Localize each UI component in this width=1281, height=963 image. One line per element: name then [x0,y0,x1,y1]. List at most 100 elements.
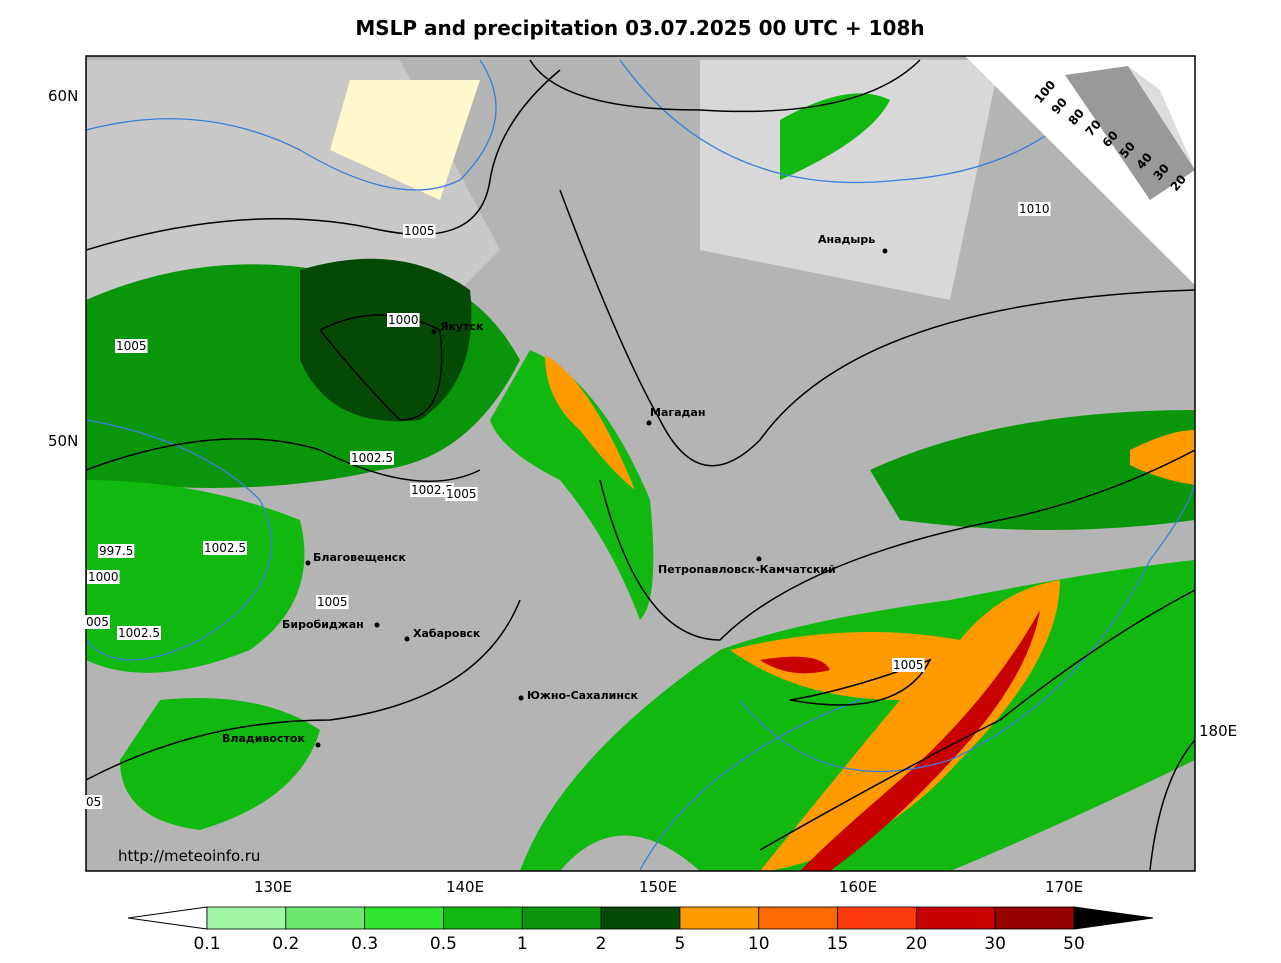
colorbar-box [837,906,917,930]
isobar-label: 1002.5 [118,626,160,640]
colorbar-label: 50 [1063,934,1085,954]
city-dot [404,636,410,642]
frame [85,55,1196,872]
isobar-label: 1010 [1019,202,1050,216]
lon-label: 130E [254,878,292,896]
colorbar-label: 0.1 [193,934,220,954]
city-label: Хабаровск [413,627,481,640]
city-dot [882,248,888,254]
isobar-label-bg [115,339,148,353]
colorbar-label: 0.5 [430,934,457,954]
isobar-label: 1002.5 [351,451,393,465]
precip-area [490,350,654,620]
city-dot [315,742,321,748]
city-label: Южно-Сахалинск [527,689,638,702]
city-label: Биробиджан [282,618,364,631]
isobar-label-bg [387,313,420,327]
isobar-label-bg [98,544,135,558]
isobar-label: 05 [86,795,101,809]
precipitation-colorbar: 0.1 0.2 0.3 0.5 1 2 5 10 15 20 30 50 [127,906,1154,954]
isobar-label: 1005 [317,595,348,609]
isobar-label: 1000 [88,570,119,584]
isobar-label: 1005 [116,339,147,353]
precip-area [870,410,1195,530]
colorbar-label: 10 [748,934,770,954]
city-dot [518,695,524,701]
lon-label: 180E [1199,722,1237,740]
source-url: http://meteoinfo.ru [118,847,260,865]
colorbar-box [994,906,1075,930]
isobar-label-bg [350,451,394,465]
colorbar-box [364,906,444,930]
precip-area [1130,430,1195,485]
city-label: Якутск [440,320,484,333]
lon-label: 170E [1045,878,1083,896]
colorbar-box [285,906,366,930]
precip-area [86,480,305,673]
isobar-label: 1000 [388,313,419,327]
precip-area [120,698,320,830]
isobar-label: 1005 [893,658,924,672]
city-label: Благовещенск [313,551,406,564]
isobar-label-bg [87,570,120,584]
city-dot [305,560,311,566]
lon-label: 140E [446,878,484,896]
isobar-label-bg [445,487,478,501]
isobar-label-bg [117,626,161,640]
city-dot [374,622,380,628]
isobar-label-bg [1018,202,1051,216]
colorbar-label: 20 [906,934,928,954]
lat-label: 50N [48,432,78,450]
isobar-label-bg [316,595,349,609]
colorbar-label: 2 [596,934,607,954]
colorbar-label: 1 [517,934,528,954]
isobar-label-bg [892,658,925,672]
isobar-label-bg [410,483,454,497]
precip-area [730,580,1060,871]
colorbar-box [758,906,838,930]
city-label: Владивосток [222,732,305,745]
isobar-label-bg [85,615,110,629]
colorbar-label: 0.2 [272,934,299,954]
isobar-label-bg [403,224,436,238]
isobar-label: 005 [86,615,109,629]
isobar-label: 1002.5 [411,483,453,497]
city-label: Магадан [650,406,705,419]
map-frame [85,55,1196,872]
colorbar-box [443,906,523,930]
colorbar-box [521,906,602,930]
isobar-label-bg [203,541,247,555]
precip-area [780,93,890,180]
clear-area [330,80,480,200]
city-dot [756,556,762,562]
colorbar-label: 0.3 [351,934,378,954]
cloud-area [700,60,1000,300]
isobar-label-bg [85,795,103,809]
colorbar-label: 15 [827,934,849,954]
city-dot [431,329,437,335]
lon-label: 160E [839,878,877,896]
colorbar-box [206,906,287,930]
coordinate-labels: 60N 50N 130E 140E 150E 160E 170E 180E [48,87,1237,896]
colorbar-box [915,906,996,930]
title: MSLP and precipitation 03.07.2025 00 UTC… [355,16,924,40]
precip-area [545,355,635,490]
city-label: Петропавловск-Камчатский [658,563,836,576]
isobar-label: 1005 [446,487,477,501]
isobar-label: 1002.5 [204,541,246,555]
under-arrow [127,906,208,930]
city-dot [646,420,652,426]
colorbar-box [679,906,760,930]
colorbar-box [600,906,681,930]
cloud-scale-wedge [1065,66,1195,200]
isobar-label: 997.5 [99,544,133,558]
isotherms [86,59,1195,871]
precip-area [300,258,472,422]
colorbar-label: 5 [674,934,685,954]
cities: Якутск Магадан Анадырь Благовещенск Биробидж… [222,233,888,748]
lon-label: 150E [639,878,677,896]
lat-label: 60N [48,87,78,105]
over-arrow [1073,906,1154,930]
